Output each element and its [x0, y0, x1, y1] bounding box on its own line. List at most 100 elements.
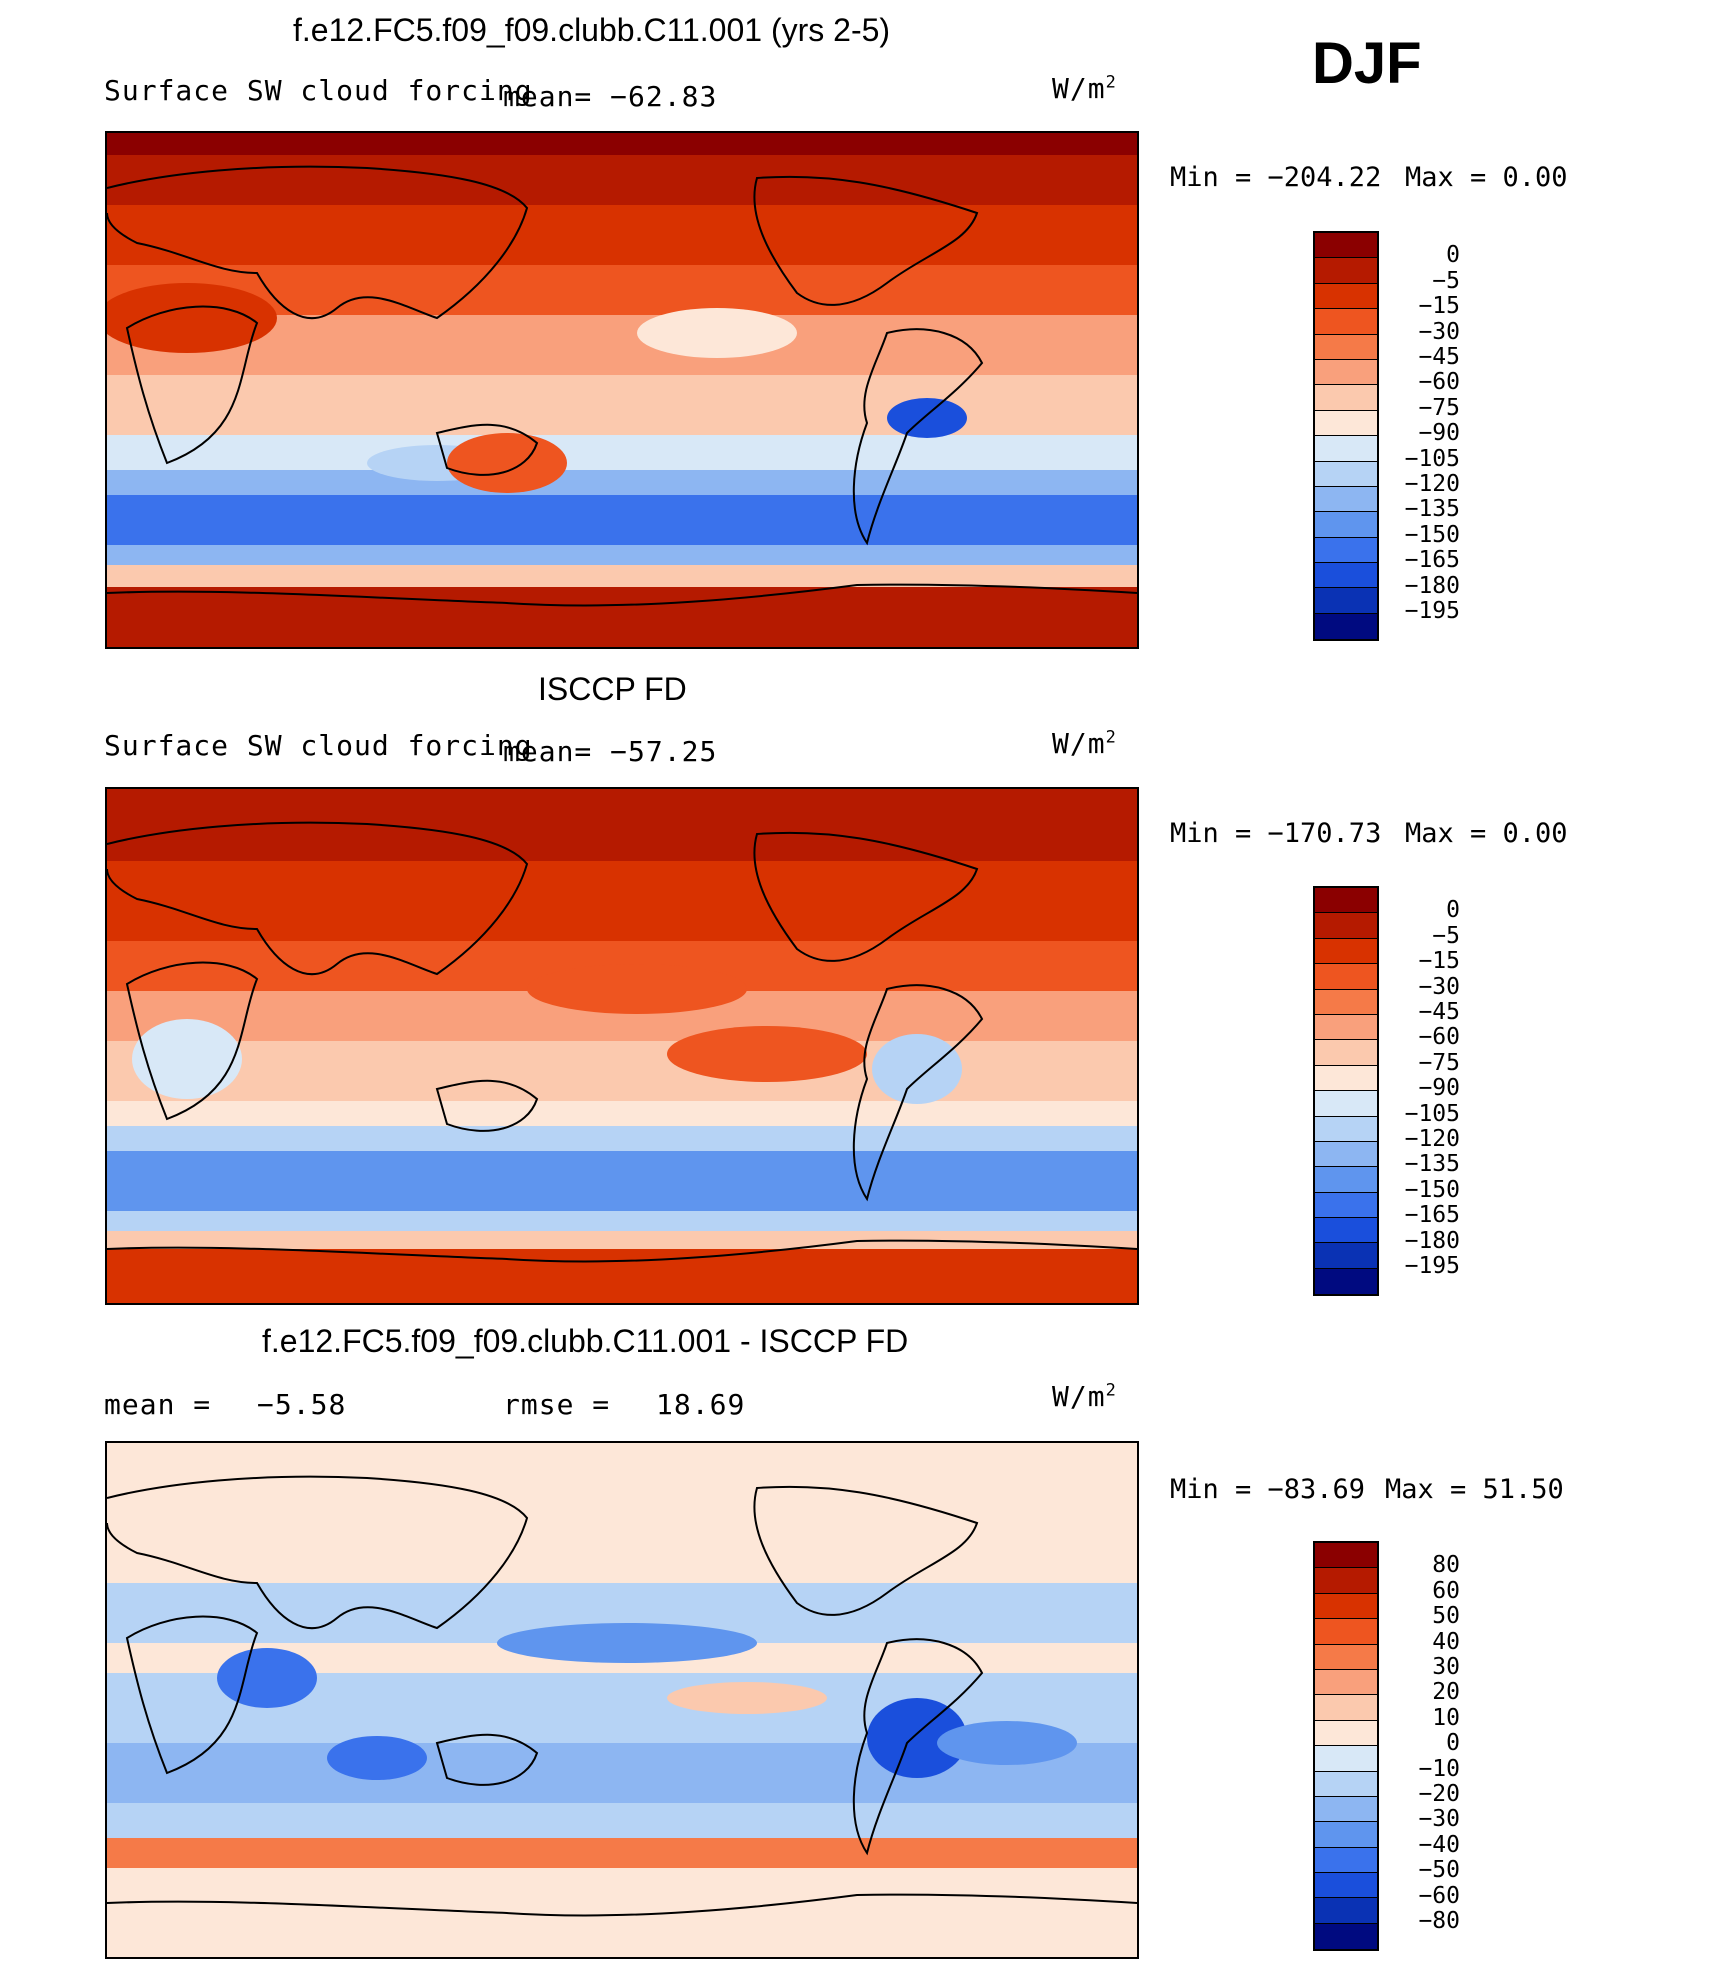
panel1-blob: [447, 433, 567, 493]
panel2-field: [107, 789, 1137, 1303]
panel2-colorbar-swatch: [1315, 1065, 1377, 1092]
panel2-title: ISCCP FD: [538, 671, 687, 707]
panel2-colorbar-swatch: [1315, 989, 1377, 1015]
panel1-units-text: W/m: [1052, 72, 1106, 105]
panel3-colorbar-label: −80: [1418, 1908, 1460, 1934]
panel1-colorbar-swatch: [1315, 512, 1377, 538]
panel2-coastlines: [107, 821, 1137, 1263]
panel3-units-text: W/m: [1052, 1380, 1106, 1413]
panel3-coast-namerica: [753, 1485, 979, 1616]
panel2-coast-samerica: [852, 984, 984, 1202]
panel2-colorbar-label: −5: [1432, 922, 1460, 949]
panel3-colorbar-label: 80: [1432, 1552, 1460, 1579]
panel1-colorbar-label: −105: [1404, 445, 1460, 472]
panel1-band: [107, 375, 1137, 435]
panel3-rmse: rmse = 18.69: [503, 1388, 745, 1421]
panel3-blob: [497, 1623, 757, 1663]
panel2-colorbar-labels: 0 −5 −15 −30 −45 −60 −75 −90 −105 −120 −135 −150 −16…: [1380, 886, 1460, 1293]
panel2-mean-value: −57.25: [610, 735, 718, 768]
panel3-coast-australia: [435, 1733, 539, 1786]
panel1-colorbar-swatch: [1315, 563, 1377, 589]
panel3-colorbar-swatch: [1315, 1720, 1377, 1747]
panel1-blob: [637, 308, 797, 358]
panel1-blob: [107, 283, 277, 353]
panel3-colorbar-label: −10: [1418, 1755, 1460, 1782]
panel3-colorbar-label: −40: [1418, 1831, 1460, 1858]
panel3-colorbar-label: 20: [1432, 1679, 1460, 1706]
panel2-colorbar-label: −45: [1418, 999, 1460, 1025]
panel2-band: [107, 1126, 1137, 1151]
panel3-colorbar-swatch: [1315, 1543, 1377, 1569]
panel3-units: W/m2: [1052, 1380, 1117, 1413]
panel2-band: [107, 1231, 1137, 1249]
panel2-units-text: W/m: [1052, 727, 1106, 760]
panel3-colorbar-swatch: [1315, 1771, 1377, 1797]
panel2-colorbar-label: −15: [1418, 948, 1460, 975]
panel2-band: [107, 1151, 1137, 1211]
panel1-band: [107, 265, 1137, 315]
panel2-colorbar-swatch: [1315, 888, 1377, 914]
panel3-colorbar-swatch: [1315, 1796, 1377, 1823]
panel2-colorbar-swatch: [1315, 1141, 1377, 1168]
panel3-coast-samerica: [852, 1638, 984, 1856]
panel1-colorbar-swatch: [1315, 233, 1377, 259]
panel2-colorbar-label: −195: [1404, 1253, 1460, 1279]
panel2-band: [107, 1041, 1137, 1101]
panel2-blob: [667, 1026, 867, 1082]
panel3-coast-eurasia: [107, 1475, 529, 1630]
panel1-mean: mean= −62.83: [503, 80, 717, 113]
panel2-variable: Surface SW cloud forcing: [104, 729, 533, 762]
panel3-rmse-label: rmse =: [503, 1388, 611, 1421]
panel2-colorbar-swatch: [1315, 1218, 1377, 1244]
panel1-colorbar-label: −120: [1404, 471, 1460, 497]
panel1-colorbar-label: −75: [1418, 394, 1460, 421]
panel1-coast-australia: [435, 423, 539, 476]
panel2-colorbar-label: −120: [1404, 1126, 1460, 1152]
panel3-colorbar-swatch: [1315, 1822, 1377, 1848]
panel2-colorbar: [1313, 886, 1379, 1297]
panel3-colorbar-label: 60: [1432, 1577, 1460, 1604]
panel2-max: Max = 0.00: [1405, 818, 1568, 849]
panel1-band: [107, 205, 1137, 265]
panel2-min: Min = −170.73: [1170, 818, 1382, 849]
panel1-band: [107, 470, 1137, 495]
panel2-colorbar-label: −105: [1404, 1100, 1460, 1127]
panel3-mean: mean = −5.58: [104, 1388, 346, 1421]
panel2-colorbar-swatch: [1315, 1243, 1377, 1269]
panel2-colorbar-swatch: [1315, 1116, 1377, 1142]
panel3-mean-value: −5.58: [257, 1388, 347, 1421]
panel1-coast-eurasia: [107, 165, 529, 320]
panel1-colorbar-swatch: [1315, 258, 1377, 284]
panel3-colorbar-label: −60: [1418, 1882, 1460, 1909]
panel1-colorbar-label: −90: [1418, 420, 1460, 447]
panel2-coast-eurasia: [107, 821, 529, 976]
panel2-colorbar-label: −180: [1404, 1227, 1460, 1254]
panel2-units: W/m2: [1052, 727, 1117, 760]
panel1-colorbar-label: −180: [1404, 572, 1460, 599]
panel1-band: [107, 315, 1137, 375]
panel2-colorbar-swatch: [1315, 1167, 1377, 1193]
panel1-colorbar-swatch: [1315, 588, 1377, 614]
panel2-colorbar-label: −30: [1418, 973, 1460, 1000]
panel3-colorbar-swatch: [1315, 1746, 1377, 1772]
panel1-colorbar-label: −165: [1404, 547, 1460, 574]
panel1-colorbar-label: 0: [1446, 242, 1460, 269]
panel1-colorbar-swatch: [1315, 283, 1377, 310]
panel2-coast-namerica: [753, 831, 979, 962]
panel1-coast-namerica: [753, 175, 979, 306]
panel2-colorbar-label: 0: [1446, 897, 1460, 924]
panel2-colorbar-label: −135: [1404, 1151, 1460, 1178]
panel2-blob: [872, 1034, 962, 1104]
panel2-colorbar-label: −90: [1418, 1075, 1460, 1102]
panel2-coast-africa: [125, 961, 259, 1121]
panel1-colorbar-swatch: [1315, 309, 1377, 335]
panel2-colorbar-swatch: [1315, 913, 1377, 939]
panel3-band: [107, 1838, 1137, 1868]
panel2-colorbar-swatch: [1315, 1014, 1377, 1041]
panel1-band: [107, 155, 1137, 205]
panel2-band: [107, 1211, 1137, 1231]
panel3-colorbar-label: −30: [1418, 1806, 1460, 1833]
panel3-max: Max = 51.50: [1385, 1474, 1564, 1505]
panel1-band: [107, 435, 1137, 470]
panel2-band: [107, 1249, 1137, 1303]
